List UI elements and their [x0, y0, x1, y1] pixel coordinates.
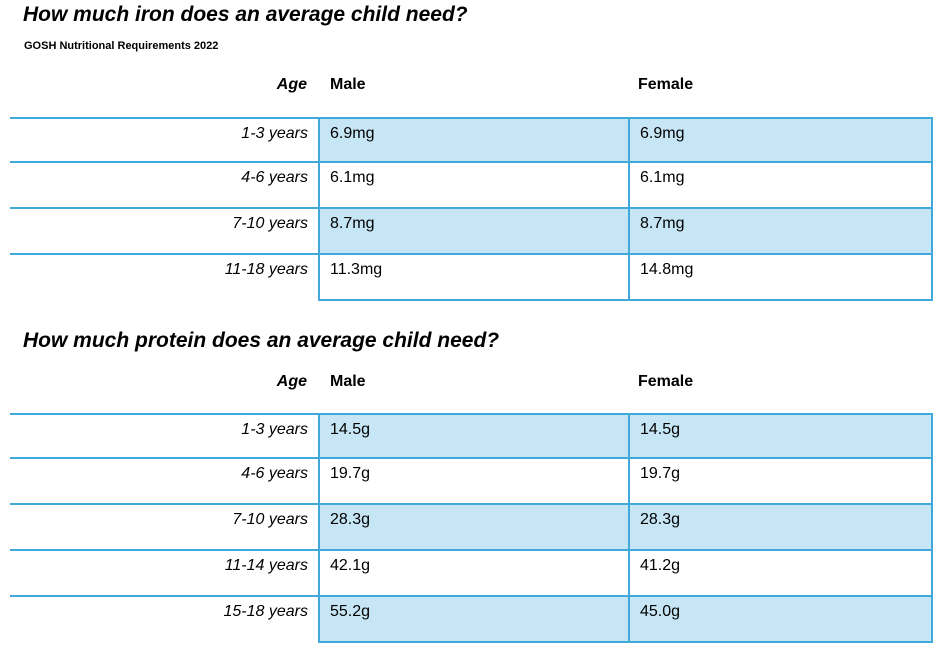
protein-female-cell: 28.3g — [628, 505, 933, 551]
protein-age-cell: 11-14 years — [10, 551, 318, 597]
iron-table-header: Age Male Female — [10, 75, 933, 95]
iron-male-cell: 6.1mg — [318, 163, 628, 209]
iron-female-cell: 6.9mg — [628, 117, 933, 163]
protein-male-cell: 55.2g — [318, 597, 628, 643]
iron-female-cell: 8.7mg — [628, 209, 933, 255]
protein-male-cell: 42.1g — [318, 551, 628, 597]
iron-age-cell: 11-18 years — [224, 261, 308, 278]
iron-male-cell: 6.9mg — [318, 117, 628, 163]
iron-male-cell: 11.3mg — [318, 255, 628, 301]
iron-female-cell: 6.1mg — [628, 163, 933, 209]
protein-age-cell: 1-3 years — [10, 413, 318, 459]
iron-header-male: Male — [330, 76, 366, 93]
iron-age-cell: 7-10 years — [10, 209, 318, 255]
protein-header-age: Age — [276, 373, 307, 390]
protein-age-cell: 7-10 years — [10, 505, 318, 551]
iron-header-age: Age — [276, 76, 307, 93]
protein-header-male: Male — [330, 373, 366, 390]
protein-male-cell: 28.3g — [318, 505, 628, 551]
protein-header-female: Female — [638, 373, 694, 390]
protein-table-header: Age Male Female — [10, 372, 933, 392]
iron-age-cell: 4-6 years — [10, 163, 318, 209]
protein-age-cell: 15-18 years — [223, 603, 309, 620]
protein-male-cell: 14.5g — [318, 413, 628, 459]
protein-female-cell: 14.5g — [628, 413, 933, 459]
protein-section-title: How much protein does an average child n… — [23, 329, 500, 352]
protein-female-cell: 45.0g — [628, 597, 933, 643]
iron-female-cell: 14.8mg — [628, 255, 933, 301]
iron-age-cell: 1-3 years — [10, 117, 318, 163]
protein-age-cell: 4-6 years — [10, 459, 318, 505]
iron-section-subtitle: GOSH Nutritional Requirements 2022 — [24, 40, 219, 52]
iron-table: 1-3 years 6.9mg 6.9mg 4-6 years 6.1mg 6.… — [10, 117, 933, 301]
iron-header-female: Female — [638, 76, 694, 93]
protein-female-cell: 19.7g — [628, 459, 933, 505]
iron-male-cell: 8.7mg — [318, 209, 628, 255]
protein-female-cell: 41.2g — [628, 551, 933, 597]
protein-table: 1-3 years 14.5g 14.5g 4-6 years 19.7g 19… — [10, 413, 933, 643]
protein-male-cell: 19.7g — [318, 459, 628, 505]
iron-section-title: How much iron does an average child need… — [23, 3, 468, 26]
